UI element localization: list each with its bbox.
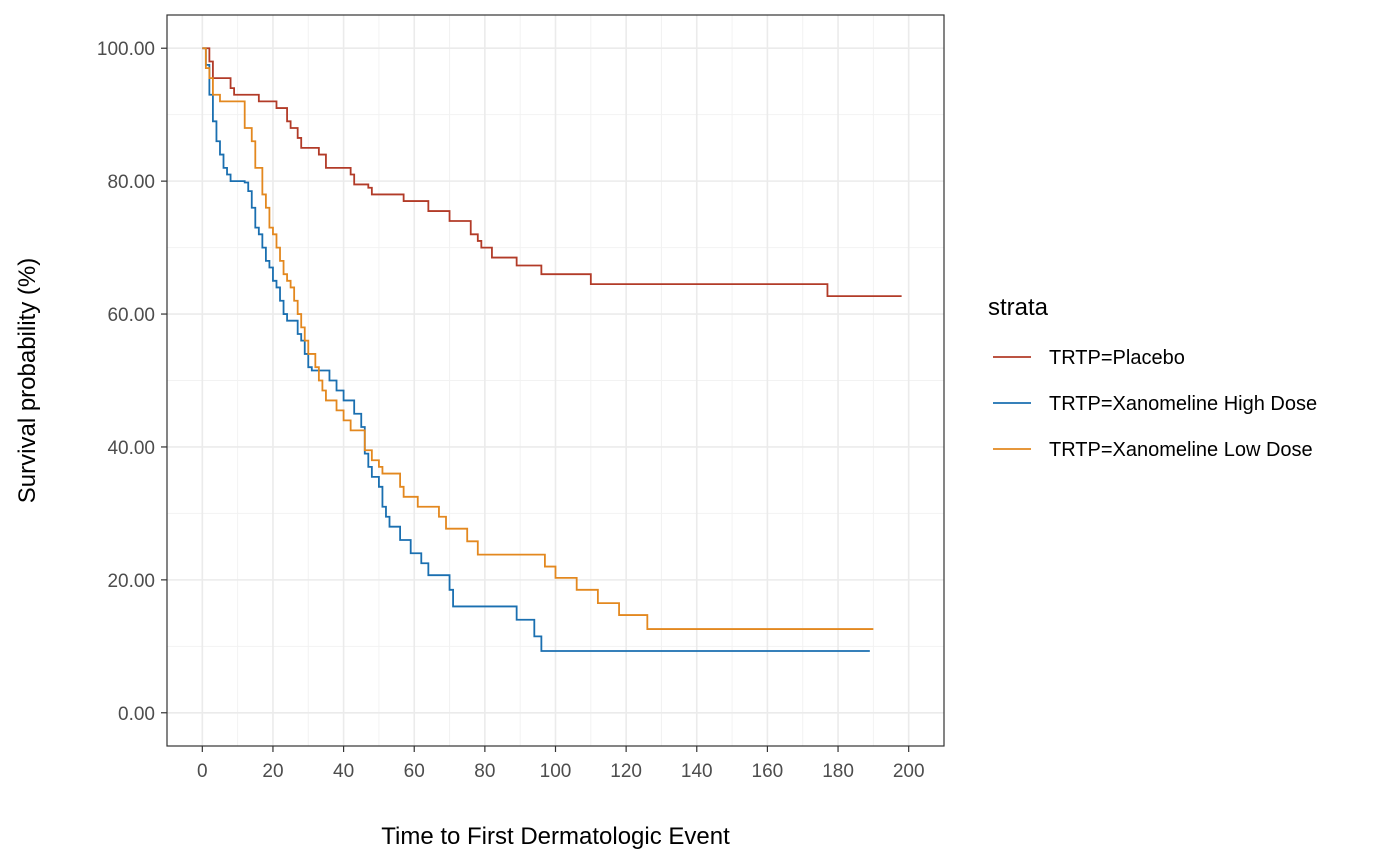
x-tick-label: 40	[333, 761, 354, 782]
y-axis-title: Survival probability (%)	[14, 258, 41, 503]
x-tick-label: 140	[681, 761, 713, 782]
x-tick-label: 0	[197, 761, 208, 782]
x-tick-label: 80	[474, 761, 495, 782]
y-tick-label: 100.00	[97, 39, 155, 60]
legend-label: TRTP=Xanomeline Low Dose	[1049, 439, 1313, 461]
y-tick-label: 0.00	[118, 704, 155, 725]
axes: 0 20 40 60 80 100 120 140 160 180 200 0.00 20.00 40.0…	[97, 39, 925, 782]
y-tick-label: 80.00	[107, 172, 155, 193]
y-tick-label: 40.00	[107, 438, 155, 459]
series-group	[202, 47, 902, 652]
series-line	[202, 47, 870, 652]
legend-label: TRTP=Xanomeline High Dose	[1049, 393, 1317, 415]
x-tick-label: 60	[404, 761, 425, 782]
legend: strata TRTP=Placebo TRTP=Xanomeline High …	[988, 294, 1317, 461]
series-line	[202, 47, 902, 297]
x-tick-label: 180	[822, 761, 854, 782]
grid	[167, 15, 944, 746]
x-tick-label: 100	[540, 761, 572, 782]
x-tick-label: 200	[893, 761, 925, 782]
x-tick-label: 120	[610, 761, 642, 782]
legend-title: strata	[988, 294, 1049, 321]
y-tick-label: 20.00	[107, 571, 155, 592]
series-line	[202, 47, 874, 630]
x-tick-label: 160	[752, 761, 784, 782]
legend-label: TRTP=Placebo	[1049, 347, 1185, 369]
x-tick-label: 20	[262, 761, 283, 782]
y-tick-label: 60.00	[107, 305, 155, 326]
x-axis-title: Time to First Dermatologic Event	[381, 823, 730, 850]
